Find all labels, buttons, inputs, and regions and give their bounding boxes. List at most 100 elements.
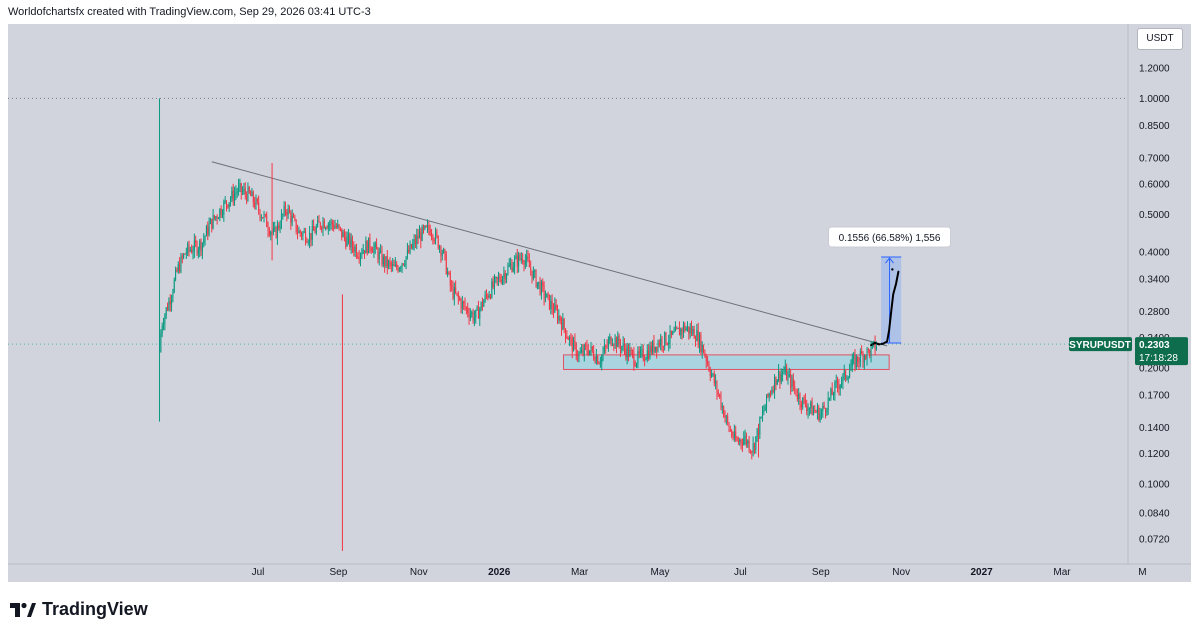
candle xyxy=(839,384,841,389)
candle xyxy=(699,334,701,346)
candle xyxy=(835,381,837,383)
x-tick-label: Jul xyxy=(252,567,265,578)
candle xyxy=(665,332,667,344)
candle xyxy=(506,274,508,280)
candle xyxy=(334,226,336,229)
candle xyxy=(404,264,406,266)
candle xyxy=(459,297,461,300)
candle xyxy=(232,190,234,201)
symbol-label-box xyxy=(1069,337,1132,352)
candle xyxy=(230,198,232,203)
candle xyxy=(187,244,189,253)
candle xyxy=(711,374,713,377)
currency-button[interactable]: USDT xyxy=(1137,28,1183,50)
candle xyxy=(569,337,571,341)
candle xyxy=(559,315,561,322)
candle xyxy=(676,327,678,329)
candle xyxy=(234,193,236,201)
candle xyxy=(401,263,403,268)
candle xyxy=(420,232,422,241)
candle xyxy=(212,215,214,229)
candle xyxy=(855,356,857,368)
price-chart[interactable]: 1.2000 1.0000 0.8500 0.7000 0.6000 0.5000 0.40… xyxy=(8,24,1191,582)
candle xyxy=(465,307,467,309)
candle xyxy=(175,269,177,280)
measure-box[interactable] xyxy=(881,257,902,343)
candle xyxy=(811,402,813,416)
candle xyxy=(221,214,223,216)
tradingview-logo[interactable]: TradingView xyxy=(10,598,148,620)
candle xyxy=(747,440,749,444)
projection-drawing[interactable] xyxy=(870,270,900,347)
candle xyxy=(591,346,593,352)
brand-name: TradingView xyxy=(42,598,148,619)
support-zone[interactable] xyxy=(563,354,890,370)
chart-area[interactable]: 1.2000 1.0000 0.8500 0.7000 0.6000 0.5000 0.40… xyxy=(8,24,1191,582)
candle xyxy=(542,282,544,286)
candle xyxy=(240,183,242,193)
candle xyxy=(303,231,305,233)
candle xyxy=(494,277,496,288)
candle xyxy=(447,272,449,274)
x-tick-label: May xyxy=(651,567,670,578)
candle xyxy=(815,411,817,413)
candle xyxy=(468,313,470,318)
candle xyxy=(353,247,355,253)
candle xyxy=(195,240,197,243)
candle xyxy=(704,353,706,356)
candle xyxy=(226,200,228,205)
candle xyxy=(601,355,603,364)
candle xyxy=(666,343,668,345)
candle xyxy=(873,341,875,343)
y-tick-label: 0.1700 xyxy=(1139,390,1170,401)
candle xyxy=(794,386,796,389)
candle xyxy=(414,239,416,244)
candle xyxy=(191,250,193,253)
y-tick-label: 0.2800 xyxy=(1139,307,1170,318)
candle xyxy=(390,262,392,266)
candle xyxy=(271,232,273,234)
candle xyxy=(672,332,674,335)
candle xyxy=(744,435,746,439)
candle xyxy=(511,263,513,272)
candle xyxy=(807,408,809,412)
candle xyxy=(654,346,656,352)
candle xyxy=(307,241,309,243)
candle xyxy=(775,376,777,385)
candle xyxy=(386,256,388,267)
candle xyxy=(766,394,768,407)
candle xyxy=(238,185,240,192)
candle xyxy=(294,217,296,220)
candle xyxy=(669,330,671,342)
candle xyxy=(488,295,490,298)
candle xyxy=(681,328,683,333)
candle xyxy=(700,334,702,352)
trendline[interactable] xyxy=(211,161,888,347)
candle xyxy=(780,374,782,382)
candle xyxy=(650,346,652,353)
candle xyxy=(342,232,344,238)
candle xyxy=(589,350,591,355)
candle xyxy=(566,337,568,339)
candle xyxy=(762,412,764,418)
candle xyxy=(764,406,766,411)
candle xyxy=(354,247,356,253)
candle xyxy=(335,226,337,228)
candle xyxy=(540,282,542,295)
candle xyxy=(435,231,437,241)
candle xyxy=(327,224,329,229)
y-tick-label: 1.0000 xyxy=(1139,94,1170,105)
candle xyxy=(826,410,828,412)
candle xyxy=(201,242,203,252)
candle xyxy=(598,363,600,365)
measure-label-box xyxy=(828,226,952,248)
candle xyxy=(693,329,695,339)
candle xyxy=(515,255,517,259)
candle xyxy=(267,226,269,231)
candle xyxy=(642,349,644,360)
candle xyxy=(849,370,851,378)
candle xyxy=(180,256,182,272)
candle xyxy=(664,332,666,347)
x-tick-label: Sep xyxy=(812,567,830,578)
candle xyxy=(433,239,435,241)
